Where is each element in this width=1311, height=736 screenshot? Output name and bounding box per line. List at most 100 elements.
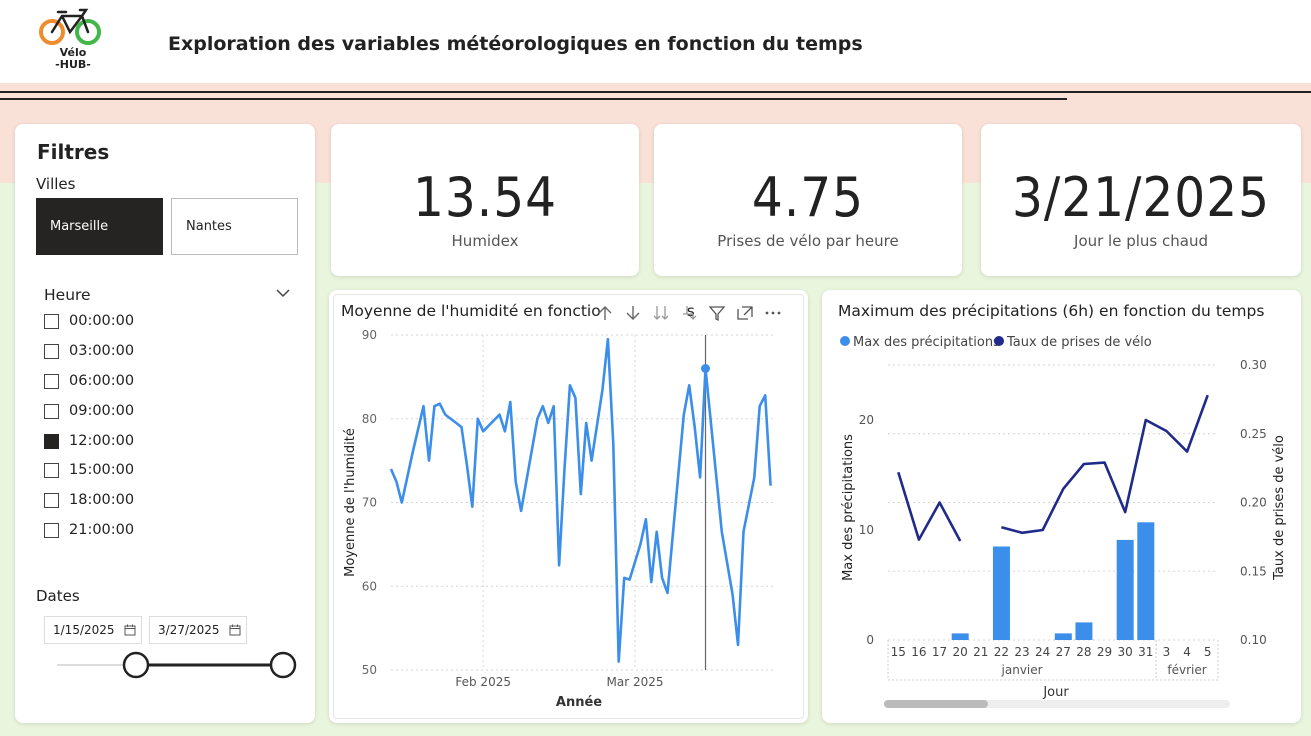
bike-rate-line bbox=[1001, 394, 1209, 535]
drill-down-icon[interactable] bbox=[623, 304, 643, 322]
slider-handle-end bbox=[269, 651, 297, 679]
x-axis-title: Jour bbox=[1042, 685, 1069, 700]
y-right-tick-label: 0.10 bbox=[1240, 633, 1267, 647]
y-right-tick-label: 0.15 bbox=[1240, 564, 1267, 578]
horizontal-scrollbar[interactable] bbox=[884, 700, 1230, 708]
x-tick-label: 22 bbox=[994, 645, 1009, 659]
checkbox-checked[interactable] bbox=[44, 433, 59, 449]
checkbox[interactable] bbox=[44, 373, 59, 389]
x-tick-label: 27 bbox=[1056, 645, 1071, 659]
kpi-value: 4.75 bbox=[751, 166, 865, 229]
x-tick-label: 15 bbox=[891, 645, 906, 659]
chart-title: Maximum des précipitations (6h) en fonct… bbox=[838, 302, 1265, 320]
focus-mode-icon[interactable] bbox=[735, 304, 755, 322]
x-tick-label: Feb 2025 bbox=[455, 675, 511, 689]
y-tick-label: 90 bbox=[362, 328, 377, 342]
hour-option-label: 03:00:00 bbox=[69, 343, 135, 359]
x-tick-label: 28 bbox=[1076, 645, 1091, 659]
highlight-point bbox=[701, 364, 711, 373]
chart-title-right: s bbox=[686, 302, 695, 320]
x-group-label: février bbox=[1167, 663, 1206, 677]
chevron-down-icon[interactable] bbox=[276, 288, 290, 298]
humidity-chart-card: Moyenne de l'humidité en fonctio s 50 60 70… bbox=[329, 290, 808, 723]
city-button-nantes[interactable]: Nantes bbox=[171, 198, 298, 255]
hour-option-label: 00:00:00 bbox=[69, 313, 135, 329]
date-end-input[interactable]: 3/27/2025 bbox=[149, 616, 247, 644]
chart-title-left: Moyenne de l'humidité en fonctio bbox=[341, 302, 601, 320]
hour-option[interactable]: 21:00:00 bbox=[44, 520, 134, 540]
bike-rate-line bbox=[897, 471, 962, 542]
x-tick-label: 24 bbox=[1035, 645, 1050, 659]
y-axis-title: Moyenne de l'humidité bbox=[343, 428, 358, 577]
y-left-tick-label: 20 bbox=[859, 413, 874, 427]
dates-label: Dates bbox=[36, 587, 80, 605]
kpi-card-hottest-day: 3/21/2025 Jour le plus chaud bbox=[981, 124, 1301, 276]
filter-icon[interactable] bbox=[707, 304, 727, 322]
bike-logo-icon bbox=[39, 8, 101, 45]
precipitation-bar bbox=[1116, 539, 1134, 640]
checkbox[interactable] bbox=[44, 522, 59, 538]
legend-marker bbox=[994, 336, 1004, 346]
precipitation-bar bbox=[1137, 522, 1155, 640]
hour-option-label: 21:00:00 bbox=[69, 522, 135, 538]
checkbox[interactable] bbox=[44, 492, 59, 508]
precipitation-bar bbox=[951, 633, 969, 640]
page-title: Exploration des variables météorologique… bbox=[168, 33, 863, 55]
x-tick-label: 17 bbox=[932, 645, 947, 659]
hour-option[interactable]: 03:00:00 bbox=[44, 341, 134, 361]
hour-option[interactable]: 18:00:00 bbox=[44, 490, 134, 510]
divider-line bbox=[0, 98, 1067, 100]
hour-option-label: 12:00:00 bbox=[69, 433, 135, 449]
checkbox[interactable] bbox=[44, 403, 59, 419]
hour-option[interactable]: 00:00:00 bbox=[44, 311, 134, 331]
y-right-tick-label: 0.30 bbox=[1240, 358, 1267, 372]
x-tick-label: 23 bbox=[1014, 645, 1029, 659]
legend-marker bbox=[840, 336, 850, 346]
hour-option[interactable]: 12:00:00 bbox=[44, 431, 134, 451]
kpi-caption: Jour le plus chaud bbox=[1074, 232, 1208, 250]
date-start-value: 1/15/2025 bbox=[53, 623, 115, 637]
legend-label: Taux de prises de vélo bbox=[1006, 335, 1152, 350]
x-tick-label: 3 bbox=[1163, 645, 1171, 659]
expand-next-level-icon[interactable] bbox=[679, 304, 699, 322]
more-options-icon[interactable] bbox=[763, 304, 783, 322]
humidity-line-chart[interactable]: 50 60 70 80 90 Feb 2025 Mar 2025 Année Moyenne d… bbox=[329, 290, 808, 723]
kpi-caption: Humidex bbox=[451, 232, 519, 250]
hour-option[interactable]: 15:00:00 bbox=[44, 460, 134, 480]
calendar-icon[interactable] bbox=[229, 624, 241, 636]
checkbox[interactable] bbox=[44, 343, 59, 359]
villes-label: Villes bbox=[36, 175, 76, 193]
checkbox[interactable] bbox=[44, 313, 59, 329]
precipitation-combo-chart[interactable]: Max des précipitations Taux de prises de … bbox=[822, 290, 1301, 723]
logo-text: Vélo -HUB- bbox=[38, 47, 108, 71]
y-tick-label: 50 bbox=[362, 663, 377, 677]
date-end-value: 3/27/2025 bbox=[158, 623, 220, 637]
date-start-input[interactable]: 1/15/2025 bbox=[44, 616, 142, 644]
y-left-tick-label: 0 bbox=[866, 633, 874, 647]
y-tick-label: 70 bbox=[362, 496, 377, 510]
slider-handle-start bbox=[122, 651, 150, 679]
x-tick-label: 31 bbox=[1138, 645, 1153, 659]
x-tick-label: Mar 2025 bbox=[607, 675, 664, 689]
logo-line-1: Vélo bbox=[59, 46, 87, 59]
city-button-marseille[interactable]: Marseille bbox=[36, 198, 163, 255]
hour-option[interactable]: 06:00:00 bbox=[44, 371, 134, 391]
expand-all-icon[interactable] bbox=[651, 304, 671, 322]
kpi-card-humidex: 13.54 Humidex bbox=[331, 124, 639, 276]
header-bar bbox=[0, 0, 1311, 83]
filters-panel: Filtres Villes Marseille Nantes Heure 00… bbox=[15, 124, 315, 723]
calendar-icon[interactable] bbox=[124, 624, 136, 636]
kpi-value: 3/21/2025 bbox=[1011, 166, 1271, 229]
humidity-series-line bbox=[389, 337, 772, 663]
drill-up-icon[interactable] bbox=[595, 304, 615, 322]
x-tick-label: 21 bbox=[973, 645, 988, 659]
x-tick-label: 5 bbox=[1204, 645, 1212, 659]
date-range-slider[interactable] bbox=[55, 650, 300, 680]
x-axis-title: Année bbox=[556, 695, 602, 710]
hour-option[interactable]: 09:00:00 bbox=[44, 401, 134, 421]
chart-title: Moyenne de l'humidité en fonctio s bbox=[341, 302, 695, 320]
x-tick-label: 20 bbox=[953, 645, 968, 659]
scrollbar-thumb[interactable] bbox=[884, 700, 988, 708]
checkbox[interactable] bbox=[44, 462, 59, 478]
y-right-axis-title: Taux de prises de vélo bbox=[1272, 435, 1287, 581]
